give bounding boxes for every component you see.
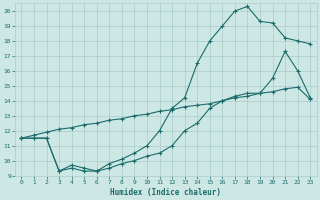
X-axis label: Humidex (Indice chaleur): Humidex (Indice chaleur): [110, 188, 221, 197]
